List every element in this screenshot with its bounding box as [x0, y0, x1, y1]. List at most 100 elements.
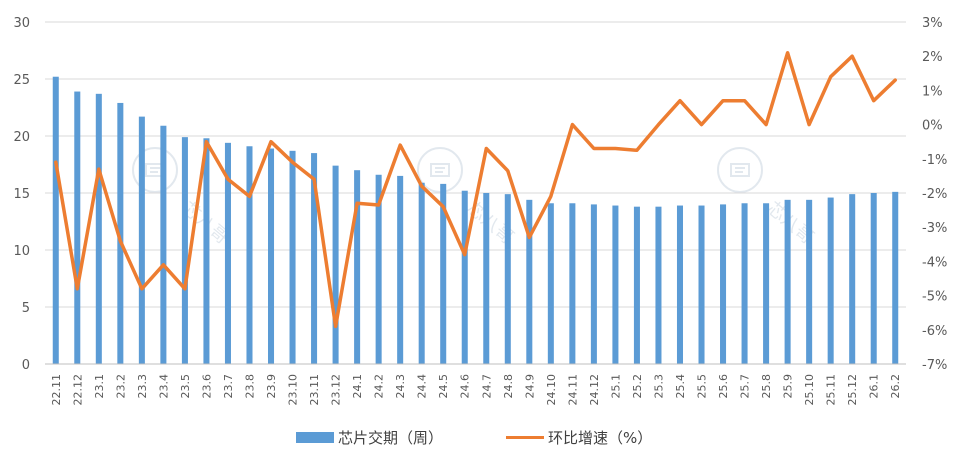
x-tick-label: 23.7 [222, 374, 235, 399]
right-tick-label: -7% [922, 358, 947, 373]
x-tick-label: 24.6 [459, 374, 472, 399]
bar [483, 193, 490, 364]
x-tick-label: 24.1 [351, 374, 364, 399]
bar [655, 206, 662, 364]
x-tick-label: 23.12 [330, 374, 343, 406]
chip-logo-icon [132, 147, 178, 193]
x-tick-label: 25.12 [846, 374, 859, 406]
chip-logo-icon [717, 147, 763, 193]
bar [827, 197, 834, 364]
bar [892, 191, 899, 364]
bar [849, 194, 856, 364]
bar [440, 183, 447, 364]
x-tick-label: 22.12 [71, 374, 84, 406]
left-tick-label: 15 [13, 187, 30, 202]
chip-glyph [430, 163, 450, 177]
bar [547, 203, 554, 364]
x-tick-label: 25.9 [782, 374, 795, 399]
left-y-axis: 0 5 10 15 20 25 30 [13, 16, 30, 373]
legend-label-bar: 芯片交期（周） [338, 429, 443, 447]
x-tick-label: 25.7 [739, 374, 752, 399]
bar [397, 175, 404, 364]
left-tick-label: 20 [13, 130, 30, 145]
legend-label-line: 环比增速（%） [548, 429, 652, 447]
growth-line [54, 51, 897, 329]
x-tick-label: 24.2 [373, 374, 386, 399]
bar [375, 174, 382, 364]
bar [784, 199, 791, 364]
bar [612, 205, 619, 364]
x-tick-label: 25.2 [631, 374, 644, 399]
bar [461, 190, 468, 364]
x-tick-label: 26.2 [889, 374, 902, 399]
bar [741, 203, 748, 364]
bar [181, 137, 188, 364]
bar [526, 199, 533, 364]
left-tick-label: 5 [22, 301, 30, 316]
right-tick-label: -2% [922, 187, 947, 202]
x-tick-label: 26.1 [868, 374, 881, 399]
bar [633, 206, 640, 364]
left-tick-label: 30 [13, 16, 30, 31]
x-tick-label: 24.11 [566, 374, 579, 406]
bar [117, 102, 124, 364]
x-tick-label: 25.11 [825, 374, 838, 406]
x-tick-label: 24.12 [588, 374, 601, 406]
x-tick-label: 25.8 [760, 374, 773, 399]
x-tick-label: 24.9 [523, 374, 536, 399]
bar [224, 142, 231, 364]
left-tick-label: 10 [13, 244, 30, 259]
bar [332, 165, 339, 364]
x-tick-label: 25.5 [696, 374, 709, 399]
bar [504, 194, 511, 364]
right-tick-label: -6% [922, 324, 947, 339]
chip-glyph [730, 163, 750, 177]
x-tick-label: 25.4 [674, 374, 687, 399]
x-tick-label: 23.3 [136, 374, 149, 399]
x-tick-label: 25.10 [803, 374, 816, 406]
bar [698, 205, 705, 364]
x-tick-label: 22.11 [50, 374, 63, 406]
bar [676, 205, 684, 364]
bar [806, 199, 813, 364]
x-tick-label: 25.3 [652, 374, 665, 399]
left-tick-label: 0 [22, 358, 30, 373]
bar [418, 182, 425, 364]
right-tick-label: -3% [922, 221, 947, 236]
bar [720, 204, 727, 364]
bar [870, 193, 877, 364]
right-tick-label: 0% [922, 119, 943, 134]
x-tick-label: 23.11 [308, 374, 321, 406]
bar [311, 153, 318, 364]
x-tick-label: 24.3 [394, 374, 407, 399]
bar [354, 170, 361, 364]
bar [138, 116, 145, 365]
x-tick-label: 24.7 [480, 374, 493, 399]
bar [590, 204, 597, 364]
right-tick-label: -4% [922, 255, 947, 270]
x-tick-label: 24.5 [437, 374, 450, 399]
x-tick-label: 24.10 [545, 374, 558, 406]
x-tick-label: 23.4 [157, 374, 170, 399]
legend-swatch-bar [296, 432, 334, 443]
x-tick-label: 23.10 [287, 374, 300, 406]
bar [52, 76, 59, 364]
bar-series-lead-time [52, 76, 899, 365]
right-tick-label: -5% [922, 290, 947, 305]
bar [203, 138, 210, 364]
right-y-axis: -7% -6% -5% -4% -3% -2% -1% 0% 1% 2% 3% [922, 16, 947, 373]
right-tick-label: -1% [922, 153, 947, 168]
x-tick-label: 24.4 [416, 374, 429, 399]
right-tick-label: 1% [922, 84, 943, 99]
bar [95, 93, 102, 364]
x-tick-label: 23.6 [200, 374, 213, 399]
x-tick-label: 23.2 [114, 374, 127, 399]
x-tick-label: 23.1 [93, 374, 106, 399]
bar [267, 148, 275, 364]
right-tick-label: 3% [922, 16, 943, 31]
bar [289, 150, 296, 364]
x-tick-label: 25.6 [717, 374, 730, 399]
x-tick-label: 25.1 [609, 374, 622, 399]
legend: 芯片交期（周） 环比增速（%） [296, 429, 652, 447]
